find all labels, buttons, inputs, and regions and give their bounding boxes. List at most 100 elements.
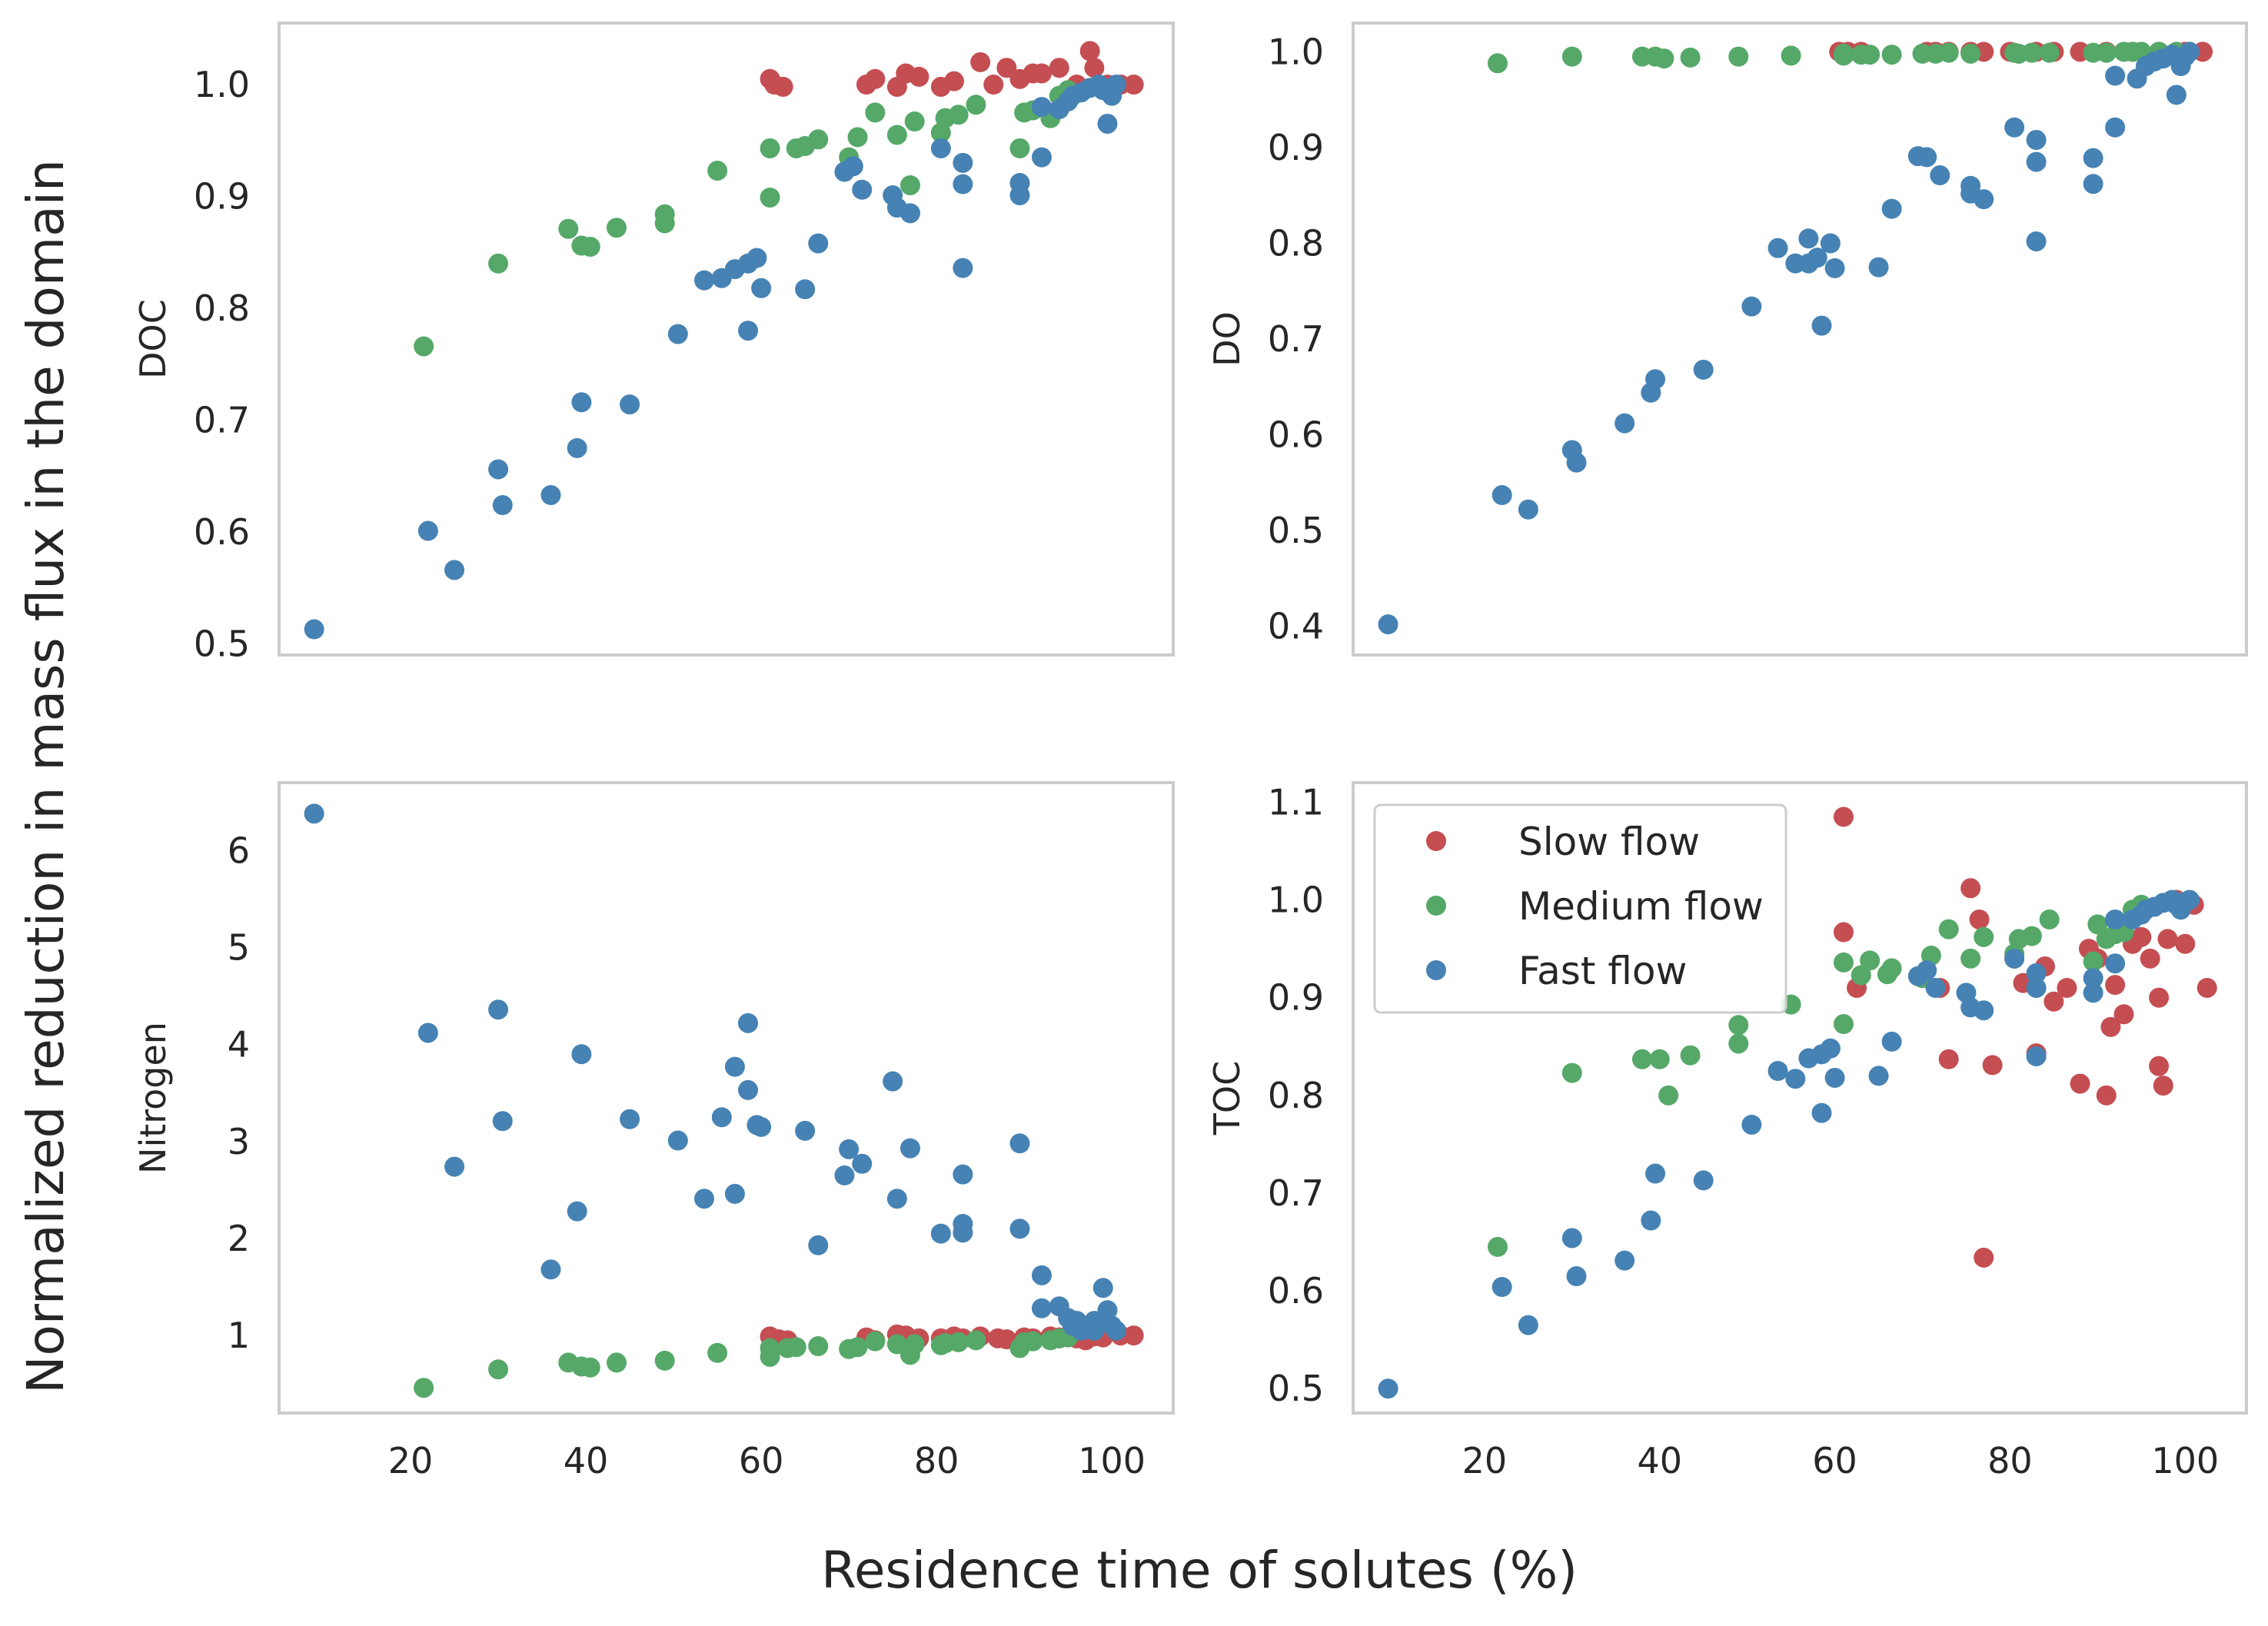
doc-fast-point [620,394,640,415]
nitrogen-fast-point [886,1189,907,1209]
do-axes-frame [1352,22,2248,657]
doc-fast-point [667,324,688,344]
do-medium-point [1728,46,1749,67]
doc-slow-point [1123,75,1144,95]
do-fast-point [1693,359,1714,380]
toc-ylabel: TOC [1206,1061,1248,1136]
nitrogen-fast-point [1092,1278,1113,1298]
toc-slow-point [2157,929,2178,949]
do-fast-point [2083,148,2103,168]
doc-ytick-label: 0.5 [194,623,250,664]
toc-fast-point [1378,1378,1398,1399]
do-fast-point [1615,413,1635,434]
doc-ytick-label: 0.8 [194,288,250,329]
toc-ytick-label: 0.6 [1268,1270,1324,1312]
nitrogen-fast-point [488,999,509,1020]
doc-medium-point [966,95,986,115]
toc-slow-point [1833,922,1854,943]
toc-slow-point [1960,878,1981,899]
toc-medium-point [1860,950,1881,971]
nitrogen-fast-point [540,1259,561,1280]
do-fast-point [1518,499,1538,520]
doc-medium-point [808,129,829,150]
doc-fast-point [930,138,951,158]
doc-fast-point [693,270,714,291]
doc-slow-point [970,52,991,72]
figure-ylabel: Normalized reduction in mass flux in the… [16,159,75,1394]
doc-fast-point [417,520,438,541]
do-fast-point [2166,85,2187,105]
doc-slow-point [909,66,929,87]
nitrogen-fast-point [571,1044,592,1065]
doc-medium-point [760,138,780,158]
doc-panel: 0.5 0.6 0.7 0.8 0.9 1.0 DOC [132,22,1175,664]
toc-panel: 0.5 0.6 0.7 0.8 0.9 1.0 1.1 20 40 60 80 100 TOC [1206,781,2248,1481]
doc-fast-point [1031,97,1052,118]
legend-label: Slow flow [1518,820,1700,864]
toc-fast-point [1811,1102,1832,1123]
do-ytick-label: 0.7 [1268,318,1324,360]
do-fast-point [1807,248,1827,268]
do-ytick-label: 0.8 [1268,222,1324,264]
nitrogen-fast-point [567,1201,587,1222]
doc-fast-point [444,560,465,580]
doc-fast-point [1097,113,1118,134]
do-medium-point [1938,42,1959,63]
doc-fast-point [1009,173,1030,194]
toc-fast-point [2083,968,2103,989]
doc-medium-point [948,105,969,125]
do-fast-point [1645,369,1666,390]
toc-ytick-label: 1.1 [1268,781,1324,823]
nitrogen-fast-point [953,1164,973,1185]
doc-medium-point [606,218,627,238]
toc-xtick-label: 60 [1812,1440,1857,1481]
doc-slow-point [865,68,886,89]
do-ytick-label: 0.6 [1268,414,1324,456]
nitrogen-fast-point [751,1116,772,1137]
nitrogen-fast-point [711,1107,732,1128]
toc-fast-point [2026,1046,2047,1066]
do-fast-point [1868,257,1889,278]
toc-slow-point [2070,1073,2090,1094]
do-medium-point [1680,47,1701,68]
doc-slow-point [996,58,1017,78]
do-fast-point [1491,485,1512,506]
toc-fast-point [1693,1170,1714,1191]
do-fast-point [1824,258,1845,278]
nitrogen-medium-point [904,1334,925,1355]
toc-slow-point [1974,1247,1994,1268]
doc-ytick-label: 0.9 [194,176,250,218]
nitrogen-ytick-label: 5 [228,926,250,968]
doc-medium-point [760,187,780,208]
nitrogen-fast-point [693,1189,714,1209]
doc-fast-point [843,156,863,177]
do-fast-point [1811,315,1832,336]
nitrogen-fast-point [492,1111,513,1132]
toc-fast-point [2105,953,2126,974]
doc-medium-point [904,111,925,132]
nitrogen-fast-point [930,1223,951,1244]
doc-axes-frame [278,22,1175,657]
doc-medium-point [1009,138,1030,158]
doc-slow-point [943,71,964,91]
toc-fast-point [1868,1066,1889,1086]
nitrogen-fast-point [444,1156,465,1177]
toc-fast-point [1645,1163,1666,1184]
doc-medium-point [414,336,434,357]
do-medium-point [2021,42,2042,63]
nitrogen-medium-point [786,1337,806,1358]
nitrogen-fast-point [852,1153,873,1174]
toc-slow-point [1938,1049,1959,1069]
do-panel: 0.4 0.5 0.6 0.7 0.8 0.9 1.0 DO [1206,22,2248,657]
doc-fast-point [738,321,759,341]
toc-fast-point [1925,977,1946,998]
doc-fast-point [567,437,587,458]
toc-medium-point [1728,1015,1749,1036]
nitrogen-ytick-label: 1 [228,1315,250,1356]
nitrogen-medium-point [707,1342,728,1363]
toc-slow-point [2149,987,2170,1008]
toc-xtick-label: 80 [1987,1440,2033,1481]
legend-marker [1426,960,1446,980]
doc-slow-point [1049,58,1069,78]
